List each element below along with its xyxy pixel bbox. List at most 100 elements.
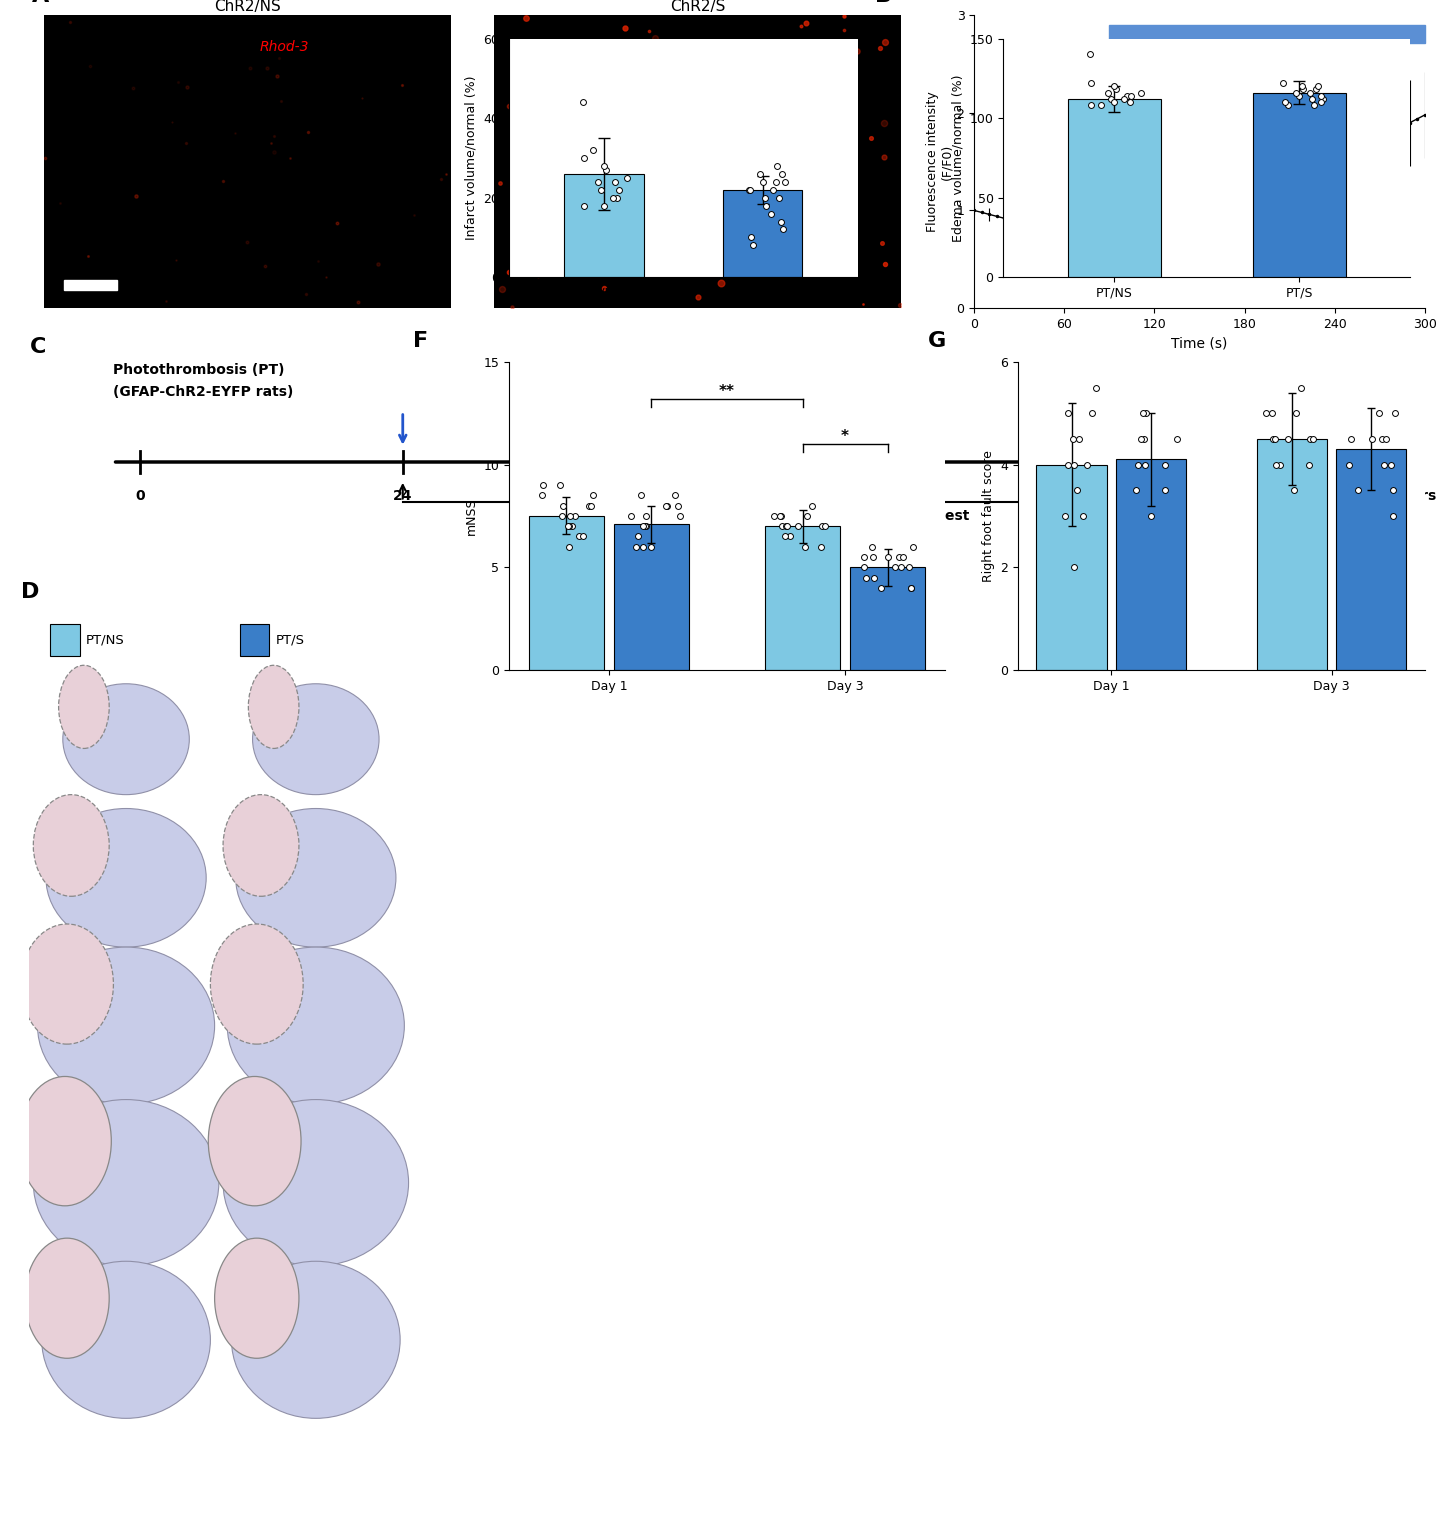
Text: (GFAP-ChR2-EYFP rats): (GFAP-ChR2-EYFP rats) [113,385,294,399]
Bar [849,567,925,670]
Point [640,534,663,559]
Text: Photothrombosis (PT): Photothrombosis (PT) [113,363,284,377]
Point [1153,477,1176,502]
Point [742,233,765,257]
Point [765,154,788,179]
Point [1373,453,1396,477]
Ellipse shape [58,665,109,748]
Point [852,545,875,570]
Point [763,504,787,528]
Point [1056,453,1079,477]
Point [1370,427,1393,451]
Point [1338,453,1361,477]
Bar [529,516,605,670]
Point [632,514,656,539]
Point [1288,83,1312,108]
Point [1304,77,1328,102]
Ellipse shape [231,1261,400,1418]
Point [1307,74,1330,99]
Ellipse shape [208,1076,301,1206]
Point [897,554,920,579]
Bar [1256,439,1328,670]
Point [571,89,595,114]
Point [1057,400,1080,425]
Text: 24: 24 [393,490,413,504]
Point [595,157,618,182]
Point [624,534,647,559]
Point [1261,427,1284,451]
Point [739,177,762,202]
Bar [49,624,80,656]
Point [667,504,691,528]
Point [1067,427,1090,451]
Point [1264,427,1287,451]
Ellipse shape [38,947,215,1104]
Y-axis label: Edema volume/normal (%): Edema volume/normal (%) [951,74,964,242]
Bar [1037,465,1106,670]
Text: *: * [840,430,849,444]
Bar [1069,99,1160,277]
Point [619,504,643,528]
Point [1303,92,1326,117]
Point [861,545,884,570]
Bar [1253,92,1345,277]
Ellipse shape [47,808,206,947]
Point [900,576,923,601]
Text: E: E [411,15,426,34]
Point [861,534,884,559]
Point [1291,77,1314,102]
Point [774,524,797,548]
Ellipse shape [25,1238,109,1358]
Point [813,514,836,539]
Point [577,493,601,517]
Point [1380,453,1403,477]
Point [1066,477,1089,502]
Point [1284,400,1307,425]
Point [557,514,580,539]
Point [1261,400,1284,425]
Bar [1336,450,1406,670]
Point [1272,71,1296,95]
Y-axis label: mNSS: mNSS [465,497,478,534]
Point [1290,74,1313,99]
Point [890,554,913,579]
Text: 60: 60 [1056,490,1076,504]
Point [1080,400,1104,425]
Point [1310,83,1333,108]
Y-axis label: Infarct volume/normal (%): Infarct volume/normal (%) [465,75,478,240]
Point [1079,42,1102,66]
Text: 0: 0 [135,490,145,504]
Point [1130,80,1153,105]
Point [1099,86,1122,111]
Ellipse shape [19,1076,112,1206]
Point [769,504,792,528]
Point [887,545,910,570]
Point [656,493,679,517]
Point [663,484,686,508]
Point [1339,427,1362,451]
Point [775,514,798,539]
Point [810,514,833,539]
Text: Rhod-3: Rhod-3 [259,40,308,54]
Point [1133,427,1156,451]
Point [627,524,650,548]
Ellipse shape [222,795,300,896]
Point [771,514,794,539]
Point [769,504,792,528]
Point [561,514,585,539]
Text: **: ** [718,383,736,399]
Point [1361,427,1384,451]
Point [1310,89,1333,114]
Point [753,185,776,209]
Point [615,165,638,189]
Point [1079,71,1102,95]
Point [1063,453,1086,477]
Y-axis label: Right foot fault score: Right foot fault score [981,450,995,582]
Point [630,484,653,508]
Point [1297,453,1320,477]
Ellipse shape [33,795,109,896]
Point [762,177,785,202]
Point [571,524,595,548]
Point [1274,89,1297,114]
Bar [1115,459,1186,670]
